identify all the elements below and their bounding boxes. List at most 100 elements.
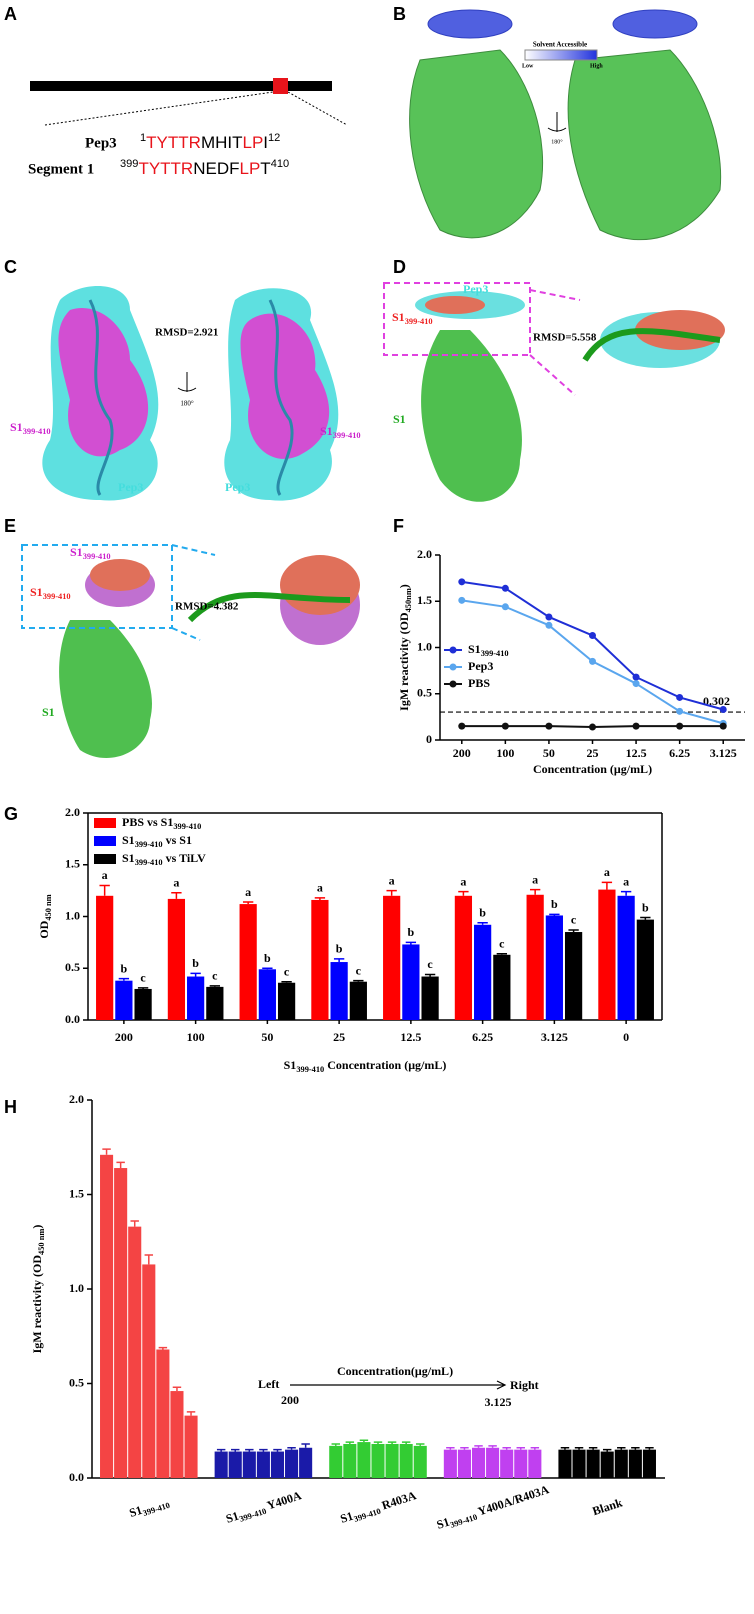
text-part: 399-410 (481, 649, 509, 658)
bar (170, 1391, 184, 1478)
bar (457, 1449, 471, 1478)
rmsd: RMSD=5.558 (533, 332, 597, 344)
text-part: vs TiLV (163, 851, 206, 865)
error-bar (102, 1148, 111, 1155)
text-part: 399-410 (333, 431, 361, 440)
bar (421, 976, 439, 1020)
text-part: 399-410 (43, 592, 71, 601)
point (632, 680, 640, 688)
panel-label: F (393, 516, 404, 536)
bar (493, 954, 511, 1020)
rotation-icon (177, 372, 197, 392)
significance-label: c (212, 969, 218, 983)
error-bar (245, 1448, 254, 1452)
sequence: 1TYTTRMHITLPI12 (140, 132, 280, 153)
bar (558, 1449, 572, 1478)
significance-label: c (356, 963, 362, 977)
error-bar (568, 929, 579, 933)
point (458, 578, 466, 586)
bar (258, 969, 276, 1020)
error-bar (353, 979, 364, 982)
point (501, 584, 509, 592)
scale-low: Low (522, 63, 534, 69)
segment-label: S1399-410 (70, 545, 111, 562)
error-bar (488, 1445, 497, 1448)
error-bar (273, 1448, 282, 1452)
legend-label: PBS (468, 676, 490, 690)
row-name: Pep3 (85, 135, 117, 151)
bar (454, 895, 473, 1020)
text-part: 399-410 (83, 552, 111, 561)
peptide-label: Pep3 (225, 480, 250, 494)
error-bar (401, 1441, 411, 1444)
error-bar (158, 1346, 168, 1350)
legend-title: Solvent Accessible (533, 41, 587, 49)
error-bar (549, 913, 560, 916)
text-part: 450nm (404, 588, 413, 612)
text-part: 450 nm (44, 894, 53, 920)
y-tick-label: 2.0 (417, 547, 432, 561)
y-tick-label: 1.5 (69, 1186, 84, 1200)
text-part: S1 (320, 424, 333, 438)
error-bar (496, 953, 508, 955)
y-tick-label: 0.0 (65, 1012, 80, 1026)
error-bar (333, 958, 345, 963)
significance-label: b (551, 897, 558, 911)
error-bar (560, 1447, 570, 1450)
point (719, 722, 727, 730)
panel-label: C (4, 257, 17, 277)
bar (642, 1449, 656, 1478)
point (458, 722, 466, 730)
error-bar (502, 1447, 511, 1450)
significance-label: a (460, 874, 466, 888)
text-part: Concentration (μg/mL) (324, 1058, 446, 1072)
point (632, 673, 640, 681)
bar (413, 1445, 427, 1478)
significance-label: a (245, 885, 251, 899)
x-tick-label: S1399-410 R403A (338, 1488, 419, 1528)
error-bar (474, 1445, 483, 1448)
bar (100, 1154, 114, 1478)
error-bar (171, 891, 182, 899)
structure (21, 544, 360, 759)
rmsd: RMSD=2.921 (155, 327, 218, 339)
significance-label: c (499, 937, 505, 951)
error-bar (416, 1443, 425, 1446)
significance-label: c (140, 971, 146, 985)
rmsd: RMSD=4.382 (175, 601, 239, 613)
text-part: 1 (140, 132, 146, 144)
segment-box (273, 78, 288, 94)
x-tick-label: 100 (187, 1030, 205, 1044)
significance-label: c (284, 964, 290, 978)
panel-label: B (393, 4, 406, 24)
text-part: vs S1 (163, 833, 192, 847)
text-part: 399-410 (135, 858, 163, 867)
error-bar (130, 1220, 139, 1227)
error-bar (529, 888, 541, 895)
bar (277, 982, 296, 1020)
error-bar (314, 897, 326, 900)
bar (383, 895, 401, 1020)
bar (617, 895, 635, 1020)
error-bar (477, 921, 488, 925)
error-bar (588, 1447, 598, 1450)
annotation: Concentration(μg/mL) (337, 1364, 453, 1378)
text-part: S1 (122, 833, 135, 847)
threshold-label: 0.302 (703, 694, 730, 708)
point (719, 705, 727, 713)
bar (184, 1415, 198, 1478)
error-bar (574, 1447, 584, 1450)
text-part: 399-410 (238, 1507, 267, 1524)
text-part: S1 (468, 642, 481, 656)
text-part: ) (397, 584, 411, 588)
text-part: ) (30, 1225, 44, 1229)
error-bar (190, 972, 201, 977)
error-bar (137, 987, 149, 989)
error-bar (99, 884, 110, 896)
sequence: 399TYTTRNEDFLPT410 (120, 158, 289, 179)
bar (572, 1449, 586, 1478)
bar (115, 980, 133, 1020)
y-tick-label: 1.0 (65, 908, 80, 922)
x-axis-label: S1399-410 Concentration (μg/mL) (284, 1058, 447, 1075)
significance-label: c (571, 913, 577, 927)
